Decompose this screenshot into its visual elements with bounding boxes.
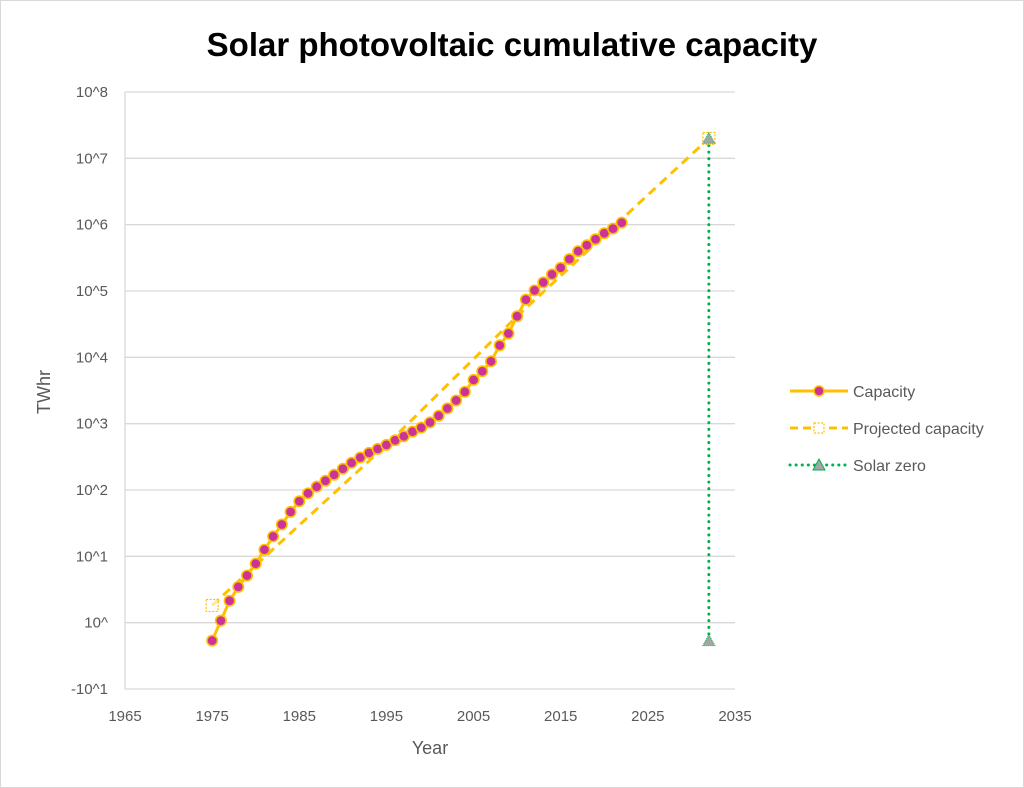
series-layer [205,131,716,647]
chart-title: Solar photovoltaic cumulative capacity [207,26,818,63]
capacity-point [293,495,306,508]
capacity-point [415,421,428,434]
capacity-point [450,394,463,407]
solar-zero-point [702,131,716,144]
gridlines [124,91,735,690]
capacity-point [580,239,593,252]
y-tick-labels: -10^1 10^ 10^1 10^2 10^3 10^4 10^5 10^6 10^7 10^8 [71,84,108,698]
capacity-point [249,557,262,570]
capacity-point [310,480,323,493]
y-tick-label: 10^2 [76,482,108,499]
capacity-point [519,293,532,306]
capacity-point [423,416,436,429]
capacity-point [441,402,454,415]
y-tick-label: 10^6 [76,217,108,234]
legend-label: Projected capacity [853,421,984,438]
capacity-point [537,276,550,289]
legend-label: Capacity [853,384,915,401]
capacity-point [528,284,541,297]
x-tick-label: 2015 [544,708,577,725]
x-tick-label: 2005 [457,708,490,725]
capacity-point [606,222,619,235]
capacity-point [615,216,628,229]
capacity-point [484,355,497,368]
capacity-point [467,373,480,386]
x-tick-label: 1965 [108,708,141,725]
legend-label: Solar zero [853,458,926,475]
capacity-point [284,505,297,518]
capacity-point [511,310,524,323]
capacity-point [589,233,602,246]
y-tick-label: 10^3 [76,416,108,433]
capacity-point [572,245,585,258]
x-tick-label: 1985 [283,708,316,725]
y-tick-label: 10^1 [76,548,108,565]
x-tick-label: 2035 [718,708,751,725]
y-tick-label: -10^1 [71,681,108,698]
solar-zero-point [702,633,716,647]
x-axis-title: Year [412,738,448,758]
capacity-point [241,569,254,582]
y-tick-label: 10^4 [76,349,108,366]
capacity-point [458,385,471,398]
legend-solar-zero-marker [812,457,826,471]
capacity-point [336,462,349,475]
y-tick-label: 10^ [84,615,108,632]
capacity-point [232,580,245,593]
capacity-point [275,518,288,531]
projected-capacity-line [211,137,710,607]
capacity-point [319,474,332,487]
capacity-point [328,468,341,481]
legend-projected-marker [813,422,825,434]
x-tick-label: 1995 [370,708,403,725]
x-tick-label: 2025 [631,708,664,725]
capacity-point [563,253,576,266]
projected-capacity-point [205,598,219,613]
x-tick-label: 1975 [195,708,228,725]
capacity-point [493,339,506,352]
capacity-point [545,268,558,281]
y-tick-label: 10^8 [76,84,108,101]
capacity-point [223,594,236,607]
capacity-point [267,530,280,543]
y-tick-label: 10^7 [76,150,108,167]
capacity-point [432,409,445,422]
y-tick-label: 10^5 [76,283,108,300]
capacity-point [345,456,358,469]
capacity-point [476,365,489,378]
y-axis-title: TWhr [34,370,54,414]
capacity-point [258,543,271,556]
capacity-point [554,261,567,274]
capacity-point [301,487,314,500]
legend-capacity-marker [813,385,825,397]
x-tick-labels: 1965 1975 1985 1995 2005 2015 2025 2035 [108,708,751,725]
capacity-point [206,634,219,647]
capacity-point [502,327,515,340]
capacity-point [214,614,227,627]
legend: Capacity Projected capacity Solar zero [788,384,984,475]
